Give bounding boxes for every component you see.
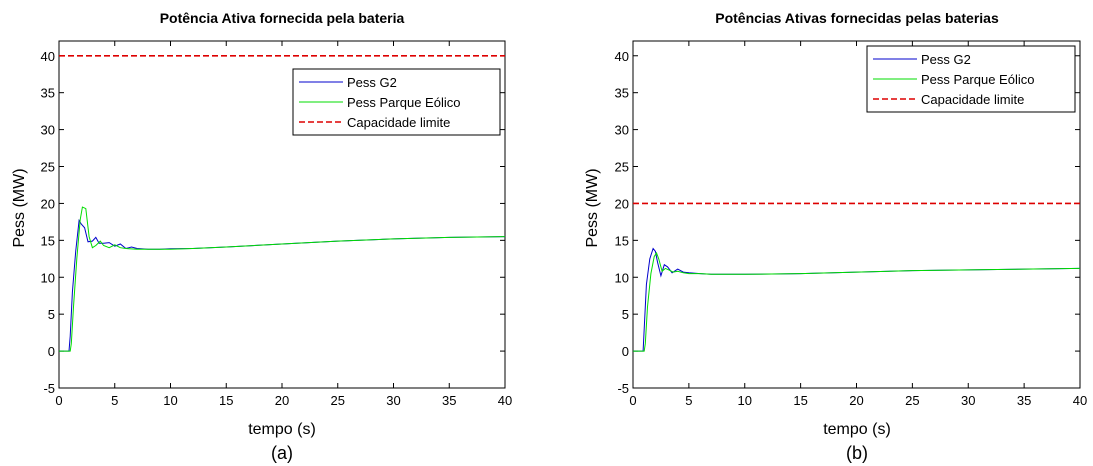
x-tick-label: 30 — [961, 393, 975, 408]
legend-label: Capacidade limite — [347, 115, 450, 130]
x-tick-label: 0 — [55, 393, 62, 408]
y-axis-label: Pess (MW) — [584, 168, 601, 247]
y-tick-label: 15 — [41, 233, 55, 248]
x-tick-label: 35 — [1017, 393, 1031, 408]
x-tick-label: 0 — [629, 393, 636, 408]
y-tick-label: 20 — [41, 196, 55, 211]
x-tick-label: 25 — [905, 393, 919, 408]
x-tick-label: 15 — [219, 393, 233, 408]
y-tick-label: 5 — [622, 307, 629, 322]
x-tick-label: 20 — [849, 393, 863, 408]
y-tick-label: 35 — [615, 86, 629, 101]
x-tick-label: 15 — [793, 393, 807, 408]
x-axis-label: tempo (s) — [248, 421, 316, 438]
y-tick-label: -5 — [43, 381, 55, 396]
legend-label: Pess G2 — [921, 52, 971, 67]
x-tick-label: 25 — [331, 393, 345, 408]
series-line — [633, 251, 1081, 352]
subfigure-caption: (a) — [271, 443, 293, 463]
x-tick-label: 35 — [442, 393, 456, 408]
x-tick-label: 10 — [163, 393, 177, 408]
x-tick-label: 20 — [275, 393, 289, 408]
y-tick-label: 30 — [615, 123, 629, 138]
y-tick-label: 30 — [41, 123, 55, 138]
x-axis-label: tempo (s) — [823, 421, 891, 438]
legend-label: Pess Parque Eólico — [347, 95, 460, 110]
legend-label: Pess G2 — [347, 75, 397, 90]
y-tick-label: -5 — [617, 381, 629, 396]
x-tick-label: 30 — [386, 393, 400, 408]
x-tick-label: 40 — [498, 393, 512, 408]
y-tick-label: 20 — [615, 196, 629, 211]
chart-title: Potência Ativa fornecida pela bateria — [160, 10, 405, 26]
legend-label: Pess Parque Eólico — [921, 72, 1034, 87]
y-tick-label: 0 — [622, 344, 629, 359]
y-tick-label: 10 — [41, 270, 55, 285]
y-tick-label: 35 — [41, 86, 55, 101]
y-tick-label: 5 — [48, 307, 55, 322]
y-tick-label: 25 — [41, 160, 55, 175]
y-tick-label: 40 — [615, 49, 629, 64]
chart-title: Potências Ativas fornecidas pelas bateri… — [715, 10, 999, 26]
y-tick-label: 15 — [615, 233, 629, 248]
series-line — [59, 206, 506, 352]
y-axis-label: Pess (MW) — [11, 168, 28, 247]
x-tick-label: 5 — [685, 393, 692, 408]
y-tick-label: 40 — [41, 49, 55, 64]
legend-label: Capacidade limite — [921, 92, 1024, 107]
chart-a: Potência Ativa fornecida pela bateria te… — [11, 10, 512, 463]
x-tick-label: 40 — [1073, 393, 1087, 408]
chart-b: Potências Ativas fornecidas pelas bateri… — [584, 10, 1087, 463]
x-tick-label: 10 — [738, 393, 752, 408]
y-tick-label: 10 — [615, 270, 629, 285]
y-tick-label: 25 — [615, 160, 629, 175]
subfigure-caption: (b) — [846, 443, 868, 463]
y-tick-label: 0 — [48, 344, 55, 359]
x-tick-label: 5 — [111, 393, 118, 408]
